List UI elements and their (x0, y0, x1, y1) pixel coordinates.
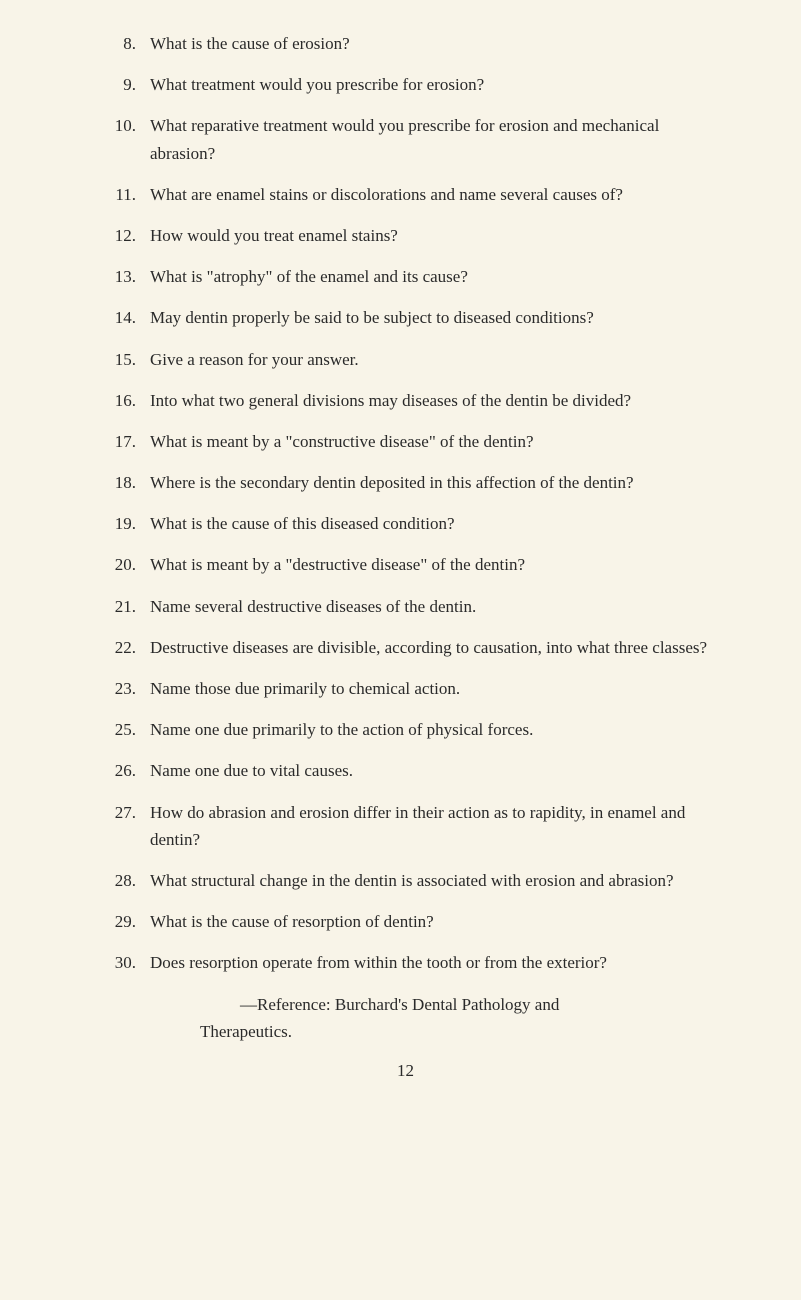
document-page: 8.What is the cause of erosion?9.What tr… (0, 0, 801, 1300)
question-number: 18. (100, 469, 150, 496)
question-text: Into what two general divisions may dise… (150, 387, 711, 414)
question-text: What treatment would you prescribe for e… (150, 71, 711, 98)
question-text: Destructive diseases are divisible, acco… (150, 634, 711, 661)
question-item: 12.How would you treat enamel stains? (100, 222, 711, 249)
question-item: 28.What structural change in the dentin … (100, 867, 711, 894)
question-number: 9. (100, 71, 150, 98)
question-item: 8.What is the cause of erosion? (100, 30, 711, 57)
question-number: 20. (100, 551, 150, 578)
question-text: Name one due primarily to the action of … (150, 716, 711, 743)
question-number: 16. (100, 387, 150, 414)
page-number: 12 (100, 1061, 711, 1081)
question-number: 15. (100, 346, 150, 373)
question-item: 18.Where is the secondary dentin deposit… (100, 469, 711, 496)
question-number: 14. (100, 304, 150, 331)
question-number: 22. (100, 634, 150, 661)
question-text: What is meant by a "destructive disease"… (150, 551, 711, 578)
question-list: 8.What is the cause of erosion?9.What tr… (100, 30, 711, 977)
question-item: 10.What reparative treatment would you p… (100, 112, 711, 166)
question-number: 23. (100, 675, 150, 702)
question-item: 17.What is meant by a "constructive dise… (100, 428, 711, 455)
question-item: 26.Name one due to vital causes. (100, 757, 711, 784)
question-number: 27. (100, 799, 150, 826)
question-item: 30.Does resorption operate from within t… (100, 949, 711, 976)
question-item: 20.What is meant by a "destructive disea… (100, 551, 711, 578)
question-number: 11. (100, 181, 150, 208)
question-number: 17. (100, 428, 150, 455)
reference-line-1: —Reference: Burchard's Dental Pathology … (100, 991, 711, 1018)
reference-line-2: Therapeutics. (100, 1018, 711, 1045)
question-number: 21. (100, 593, 150, 620)
question-item: 13.What is "atrophy" of the enamel and i… (100, 263, 711, 290)
question-text: What is the cause of this diseased condi… (150, 510, 711, 537)
question-item: 9.What treatment would you prescribe for… (100, 71, 711, 98)
question-number: 28. (100, 867, 150, 894)
question-text: How do abrasion and erosion differ in th… (150, 799, 711, 853)
question-text: What is the cause of erosion? (150, 30, 711, 57)
question-text: Name several destructive diseases of the… (150, 593, 711, 620)
question-text: Name those due primarily to chemical act… (150, 675, 711, 702)
question-number: 30. (100, 949, 150, 976)
question-number: 26. (100, 757, 150, 784)
question-number: 13. (100, 263, 150, 290)
question-text: What structural change in the dentin is … (150, 867, 711, 894)
question-item: 11.What are enamel stains or discolorati… (100, 181, 711, 208)
question-text: Give a reason for your answer. (150, 346, 711, 373)
question-item: 29.What is the cause of resorption of de… (100, 908, 711, 935)
question-text: Where is the secondary dentin deposited … (150, 469, 711, 496)
question-text: May dentin properly be said to be subjec… (150, 304, 711, 331)
question-number: 12. (100, 222, 150, 249)
question-number: 25. (100, 716, 150, 743)
question-item: 25.Name one due primarily to the action … (100, 716, 711, 743)
question-item: 14.May dentin properly be said to be sub… (100, 304, 711, 331)
question-number: 19. (100, 510, 150, 537)
question-text: What are enamel stains or discolorations… (150, 181, 711, 208)
question-item: 15.Give a reason for your answer. (100, 346, 711, 373)
question-text: Name one due to vital causes. (150, 757, 711, 784)
question-text: What is meant by a "constructive disease… (150, 428, 711, 455)
question-number: 29. (100, 908, 150, 935)
question-number: 8. (100, 30, 150, 57)
question-text: What reparative treatment would you pres… (150, 112, 711, 166)
question-item: 27.How do abrasion and erosion differ in… (100, 799, 711, 853)
question-item: 22.Destructive diseases are divisible, a… (100, 634, 711, 661)
question-text: What is "atrophy" of the enamel and its … (150, 263, 711, 290)
question-text: What is the cause of resorption of denti… (150, 908, 711, 935)
question-number: 10. (100, 112, 150, 139)
reference-block: —Reference: Burchard's Dental Pathology … (100, 991, 711, 1045)
question-text: How would you treat enamel stains? (150, 222, 711, 249)
question-text: Does resorption operate from within the … (150, 949, 711, 976)
question-item: 19.What is the cause of this diseased co… (100, 510, 711, 537)
question-item: 16.Into what two general divisions may d… (100, 387, 711, 414)
question-item: 23.Name those due primarily to chemical … (100, 675, 711, 702)
question-item: 21.Name several destructive diseases of … (100, 593, 711, 620)
